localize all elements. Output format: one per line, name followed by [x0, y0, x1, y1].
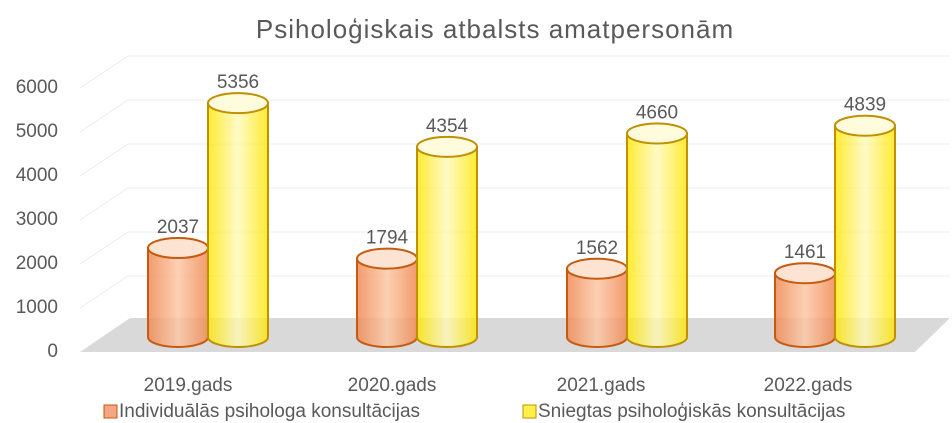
cylinder [356, 247, 418, 348]
chart-title: Psiholoģiskais atbalsts amatpersonām [256, 14, 734, 44]
legend-swatch [522, 404, 537, 419]
cylinder [566, 257, 628, 348]
value-label: 4660 [636, 103, 678, 124]
x-tick-label: 2019.gads [144, 375, 233, 396]
value-label: 4839 [844, 95, 886, 116]
x-tick-label: 2020.gads [348, 375, 437, 396]
legend-label: Individuālās psihologa konsultācijas [119, 401, 420, 422]
bar [356, 257, 418, 348]
cylinder-top [566, 257, 628, 280]
cylinder [207, 92, 269, 348]
legend-label: Sniegtas psiholoģiskās konsultācijas [538, 401, 845, 422]
cylinder-top [834, 114, 896, 137]
y-tick-label: 5000 [16, 121, 58, 142]
cylinder-top [416, 135, 478, 158]
y-tick-label: 6000 [16, 77, 58, 98]
value-label: 1562 [576, 238, 618, 259]
y-tick-label: 3000 [16, 209, 58, 230]
y-tick-label: 4000 [16, 165, 58, 186]
cylinder [626, 122, 688, 348]
cylinder [416, 135, 478, 348]
cylinder-top [626, 122, 688, 145]
value-label: 1794 [366, 228, 409, 249]
x-tick-label: 2021.gads [557, 375, 646, 396]
cylinder-top [356, 247, 418, 270]
cylinder-top [774, 262, 836, 285]
value-label: 4354 [426, 116, 469, 137]
bar [774, 272, 836, 348]
bar [147, 247, 209, 348]
legend-swatch [103, 404, 118, 419]
cylinder [147, 237, 209, 348]
cylinder [834, 114, 896, 348]
grid-line [79, 55, 950, 89]
bar [207, 102, 269, 348]
bar [834, 124, 896, 348]
bar [416, 145, 478, 348]
bar [566, 267, 628, 348]
value-label: 1461 [784, 242, 826, 263]
cylinder-top [207, 92, 269, 115]
y-tick-label: 2000 [16, 253, 58, 274]
cylinder [774, 262, 836, 348]
y-tick-label: 1000 [16, 297, 58, 318]
floor [80, 318, 950, 352]
cylinder-top [147, 237, 209, 260]
bar [626, 132, 688, 348]
value-label: 5356 [217, 72, 259, 93]
grid-line [79, 99, 950, 133]
value-label: 2037 [157, 217, 199, 238]
y-tick-label: 0 [47, 341, 58, 362]
x-tick-label: 2022.gads [764, 375, 853, 396]
